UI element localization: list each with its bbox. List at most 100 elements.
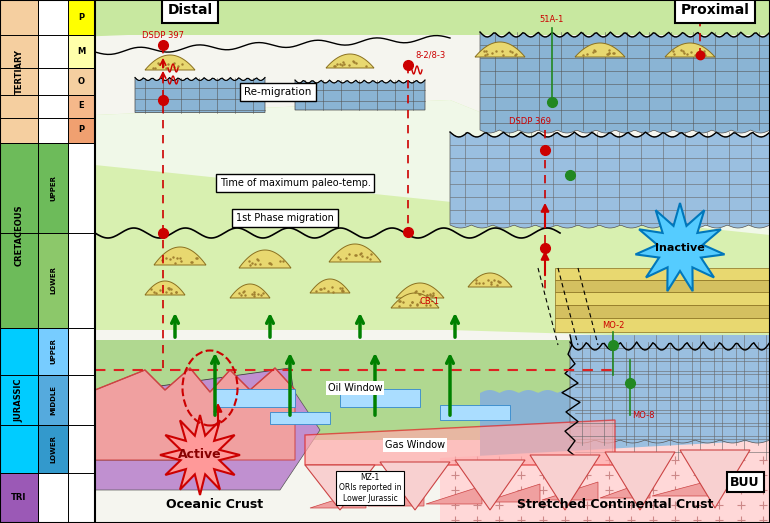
Polygon shape <box>475 42 525 57</box>
Bar <box>68 0 95 35</box>
Polygon shape <box>340 389 420 407</box>
Text: MO-2: MO-2 <box>602 321 624 329</box>
Polygon shape <box>426 486 482 504</box>
Text: Re-migration: Re-migration <box>244 87 312 97</box>
Text: UPPER: UPPER <box>50 175 56 201</box>
Bar <box>68 118 95 143</box>
Text: LOWER: LOWER <box>50 435 56 463</box>
Polygon shape <box>95 0 770 245</box>
Bar <box>0 143 38 328</box>
Text: Oil Window: Oil Window <box>328 383 383 393</box>
Polygon shape <box>95 245 770 335</box>
Text: Stretched Continental Crust: Stretched Continental Crust <box>517 498 713 511</box>
Polygon shape <box>326 54 374 68</box>
Text: UPPER: UPPER <box>50 338 56 364</box>
Polygon shape <box>95 335 650 365</box>
Polygon shape <box>329 244 381 262</box>
Polygon shape <box>95 100 770 235</box>
Text: 1st Phase migration: 1st Phase migration <box>236 213 334 223</box>
Polygon shape <box>95 340 770 440</box>
Polygon shape <box>555 280 770 292</box>
Text: JURASSIC: JURASSIC <box>15 378 24 422</box>
Polygon shape <box>145 55 195 70</box>
Polygon shape <box>95 368 295 460</box>
Text: Proximal: Proximal <box>681 3 749 17</box>
Text: MIDDLE: MIDDLE <box>50 385 56 415</box>
Text: Inactive: Inactive <box>655 243 705 253</box>
Text: E: E <box>79 101 84 110</box>
Polygon shape <box>665 43 715 57</box>
Polygon shape <box>542 482 598 500</box>
Polygon shape <box>368 488 424 506</box>
Polygon shape <box>295 80 425 110</box>
Polygon shape <box>270 412 330 424</box>
Text: 15-A-1: 15-A-1 <box>686 7 714 17</box>
Polygon shape <box>95 0 770 35</box>
Text: P: P <box>78 126 84 134</box>
Polygon shape <box>484 484 540 502</box>
Text: TRI: TRI <box>12 494 27 503</box>
Text: TERTIARY: TERTIARY <box>15 49 24 94</box>
Text: CB-1: CB-1 <box>420 298 440 306</box>
Polygon shape <box>570 342 770 443</box>
Polygon shape <box>680 450 750 508</box>
Polygon shape <box>555 292 770 305</box>
Text: Oceanic Crust: Oceanic Crust <box>166 498 263 511</box>
Bar <box>38 375 68 425</box>
Polygon shape <box>575 43 625 57</box>
Text: 51A-1: 51A-1 <box>540 16 564 25</box>
Polygon shape <box>620 340 770 430</box>
Polygon shape <box>310 279 350 293</box>
Polygon shape <box>450 132 770 228</box>
Bar <box>0 0 38 143</box>
Text: BUU: BUU <box>730 475 760 488</box>
Polygon shape <box>145 281 185 295</box>
Polygon shape <box>555 305 770 318</box>
Bar <box>0 473 38 523</box>
Text: CRETACEOUS: CRETACEOUS <box>15 204 24 266</box>
Polygon shape <box>239 250 291 268</box>
Bar <box>38 233 68 328</box>
Polygon shape <box>440 440 770 523</box>
Polygon shape <box>154 247 206 265</box>
Polygon shape <box>635 203 725 291</box>
Polygon shape <box>95 340 620 435</box>
Text: 8-2/8-3: 8-2/8-3 <box>415 51 445 60</box>
Polygon shape <box>305 420 615 465</box>
Polygon shape <box>652 478 720 496</box>
Polygon shape <box>215 389 295 407</box>
Polygon shape <box>95 0 770 523</box>
Bar <box>0 328 38 473</box>
Text: Active: Active <box>178 449 222 461</box>
Polygon shape <box>135 77 265 112</box>
Text: P: P <box>78 13 84 21</box>
Text: Gas Window: Gas Window <box>385 440 445 450</box>
Polygon shape <box>600 480 650 498</box>
Text: M: M <box>77 47 85 55</box>
Polygon shape <box>95 370 320 490</box>
Polygon shape <box>530 455 600 510</box>
Bar <box>38 328 68 375</box>
Text: DSDP 369: DSDP 369 <box>509 118 551 127</box>
Text: DSDP 397: DSDP 397 <box>142 30 184 40</box>
Polygon shape <box>480 32 770 133</box>
Polygon shape <box>380 462 450 510</box>
Text: LOWER: LOWER <box>50 266 56 294</box>
Polygon shape <box>95 100 770 340</box>
Polygon shape <box>305 465 375 510</box>
Text: MZ-1
ORIs reported in
Lower Jurassic: MZ-1 ORIs reported in Lower Jurassic <box>339 473 401 503</box>
Polygon shape <box>396 283 444 298</box>
Polygon shape <box>160 415 240 495</box>
Polygon shape <box>555 268 770 280</box>
Polygon shape <box>562 335 770 460</box>
Polygon shape <box>95 368 295 460</box>
Bar <box>68 95 95 118</box>
Text: Time of maximum paleo-temp.: Time of maximum paleo-temp. <box>219 178 370 188</box>
Bar <box>38 425 68 473</box>
Bar <box>68 35 95 68</box>
Bar <box>68 68 95 95</box>
Polygon shape <box>440 404 510 419</box>
Polygon shape <box>310 490 366 508</box>
Text: MO-8: MO-8 <box>632 411 654 419</box>
Polygon shape <box>468 273 512 287</box>
